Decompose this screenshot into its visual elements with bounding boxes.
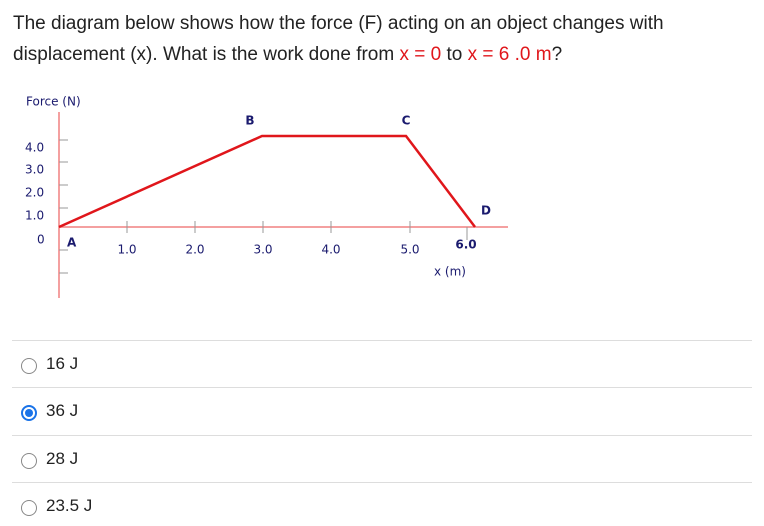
question-text: ? [551,44,563,65]
y-tick-label: 2.0 [25,186,44,200]
question-highlight: x = 6 .0 m [467,44,552,65]
option[interactable]: 16 J [12,340,752,388]
question-text: to [441,44,468,65]
option-label[interactable]: 23.5 J [46,496,93,515]
question: The diagram below shows how the force (F… [13,8,733,70]
option[interactable]: 23.5 J [12,482,752,526]
tick-marks [59,139,468,274]
x-tick-label: 1.0 [117,243,136,257]
radio-button[interactable] [21,358,37,374]
y-tick-label: 4.0 [25,141,44,155]
option-label[interactable]: 16 J [46,354,79,373]
radio-button[interactable] [21,453,37,469]
x-tick-label: 2.0 [185,243,204,257]
radio-button[interactable] [21,405,37,421]
y-tick-label: 3.0 [25,163,44,177]
radio-button[interactable] [21,500,37,516]
y-tick-label: 1.0 [25,209,44,223]
y-axis-label: Force (N) [26,95,81,109]
x-axis-label: x (m) [434,265,466,279]
point-label: C [402,114,411,128]
x-tick-label: 5.0 [400,243,419,257]
x-tick-label: 6.0 [455,238,476,252]
y-tick-label: 0 [37,233,45,247]
x-tick-label: 4.0 [321,243,340,257]
question-highlight: x = 0 [399,44,442,65]
force-curve [58,134,476,229]
point-label: B [245,114,254,128]
option[interactable]: 36 J [12,387,752,435]
option-label[interactable]: 36 J [46,401,79,420]
x-tick-label: 3.0 [253,243,272,257]
point-label: A [67,236,77,250]
option-label[interactable]: 28 J [46,449,79,468]
option[interactable]: 28 J [12,435,752,483]
diagram: Force (N) 4.0 3.0 2.0 1.0 0 1.0 2.0 3.0 … [25,95,508,298]
question-text: The diagram below shows how the force (F… [13,13,664,65]
point-label: D [481,204,491,218]
